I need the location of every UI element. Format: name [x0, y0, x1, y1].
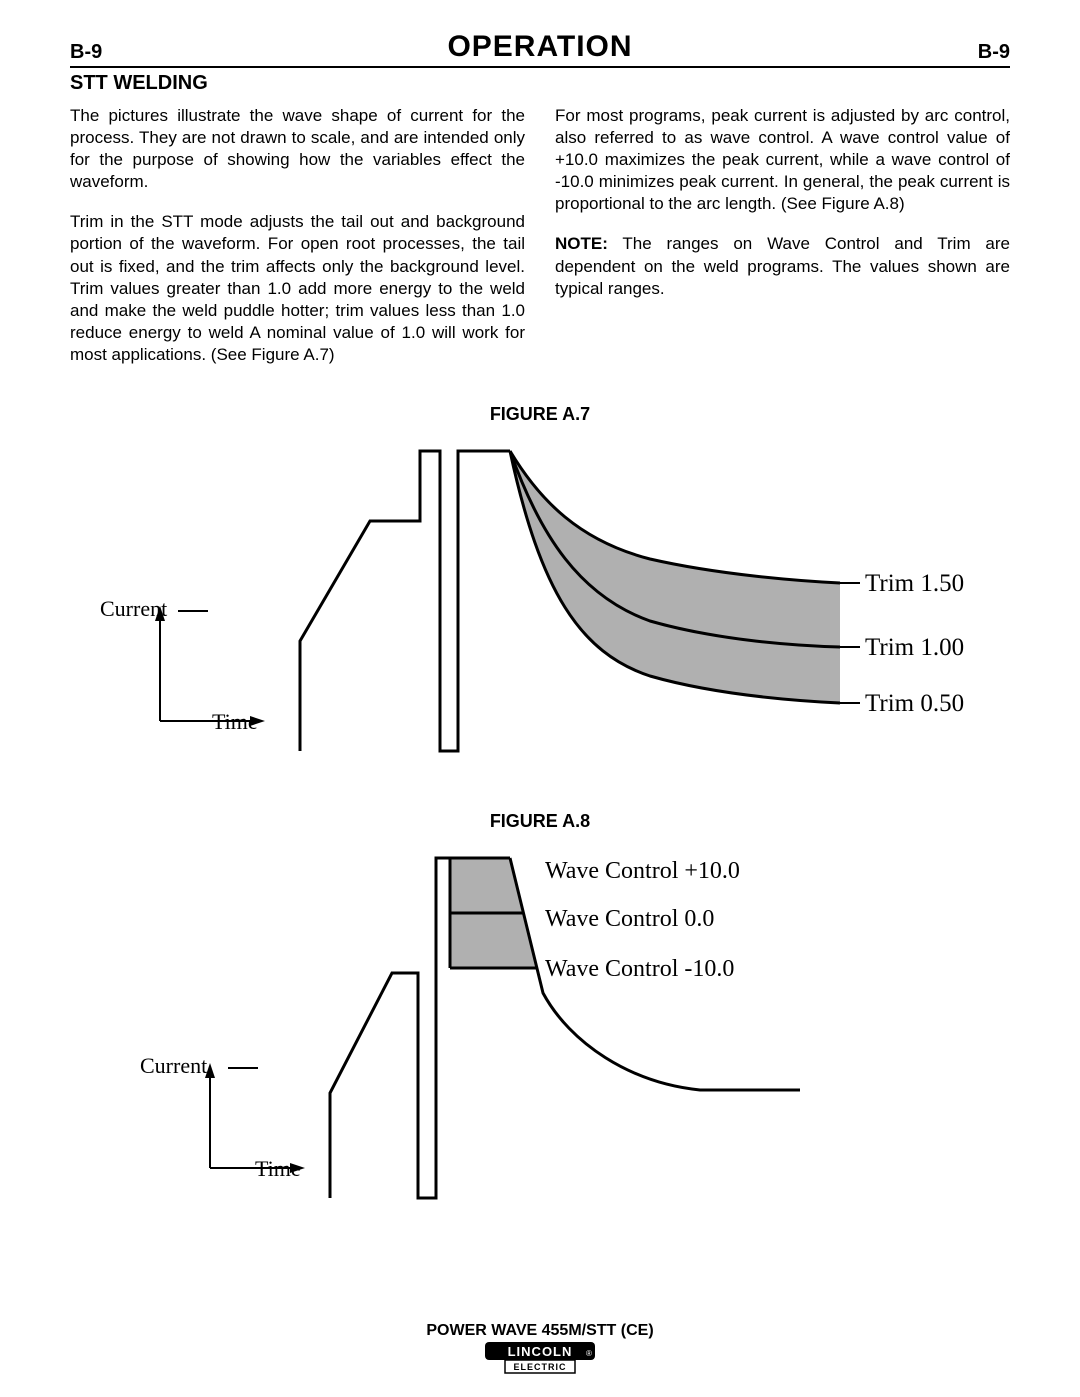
note-label: NOTE:	[555, 234, 608, 253]
header-center: OPERATION	[447, 30, 632, 64]
svg-text:LINCOLN: LINCOLN	[508, 1344, 573, 1359]
fig-a8-xlabel: Time	[255, 1156, 301, 1181]
page: B-9 OPERATION B-9 STT WELDING The pictur…	[0, 0, 1080, 1397]
left-p1: The pictures illustrate the wave shape o…	[70, 105, 525, 193]
svg-text:®: ®	[586, 1349, 592, 1358]
fig-a7-axes	[155, 606, 265, 726]
fig-a8-label-1: Wave Control +10.0	[545, 858, 740, 884]
fig-a8-label-2: Wave Control 0.0	[545, 906, 714, 932]
lincoln-logo: LINCOLN ELECTRIC ®	[485, 1342, 595, 1374]
fig-a8-label-3: Wave Control -10.0	[545, 956, 734, 982]
fig-a7-wave-left	[300, 451, 510, 751]
header-right: B-9	[978, 41, 1010, 64]
fig-a7-label-2: Trim 1.00	[865, 634, 964, 661]
figure-a8-title: FIGURE A.8	[70, 811, 1010, 832]
page-header: B-9 OPERATION B-9	[70, 30, 1010, 68]
fig-a8-ylabel: Current	[140, 1053, 207, 1078]
figure-a7-title: FIGURE A.7	[70, 404, 1010, 425]
footer-model: POWER WAVE 455M/STT (CE)	[0, 1322, 1080, 1340]
svg-text:ELECTRIC: ELECTRIC	[514, 1362, 567, 1372]
figure-a8-svg: Current Time Wave Control +10.0 Wave Con…	[100, 838, 980, 1208]
fig-a7-shade	[510, 451, 840, 703]
left-p2: Trim in the STT mode adjusts the tail ou…	[70, 211, 525, 366]
left-column: The pictures illustrate the wave shape o…	[70, 105, 525, 384]
header-left: B-9	[70, 41, 102, 64]
fig-a8-wave-left	[330, 858, 450, 1198]
right-p1: For most programs, peak current is adjus…	[555, 105, 1010, 215]
page-footer: POWER WAVE 455M/STT (CE) LINCOLN ELECTRI…	[0, 1322, 1080, 1379]
section-subhead: STT WELDING	[70, 72, 1010, 95]
right-column: For most programs, peak current is adjus…	[555, 105, 1010, 384]
fig-a7-label-1: Trim 1.50	[865, 570, 964, 597]
right-note: NOTE: The ranges on Wave Control and Tri…	[555, 233, 1010, 299]
fig-a7-ylabel: Current	[100, 596, 167, 621]
text-columns: The pictures illustrate the wave shape o…	[70, 105, 1010, 384]
fig-a7-label-3: Trim 0.50	[865, 690, 964, 717]
note-text: The ranges on Wave Control and Trim are …	[555, 234, 1010, 297]
figure-a7-svg: Current Time Trim 1.50 Trim 1.00 Trim 0.…	[100, 431, 980, 791]
fig-a7-xlabel: Time	[212, 709, 258, 734]
